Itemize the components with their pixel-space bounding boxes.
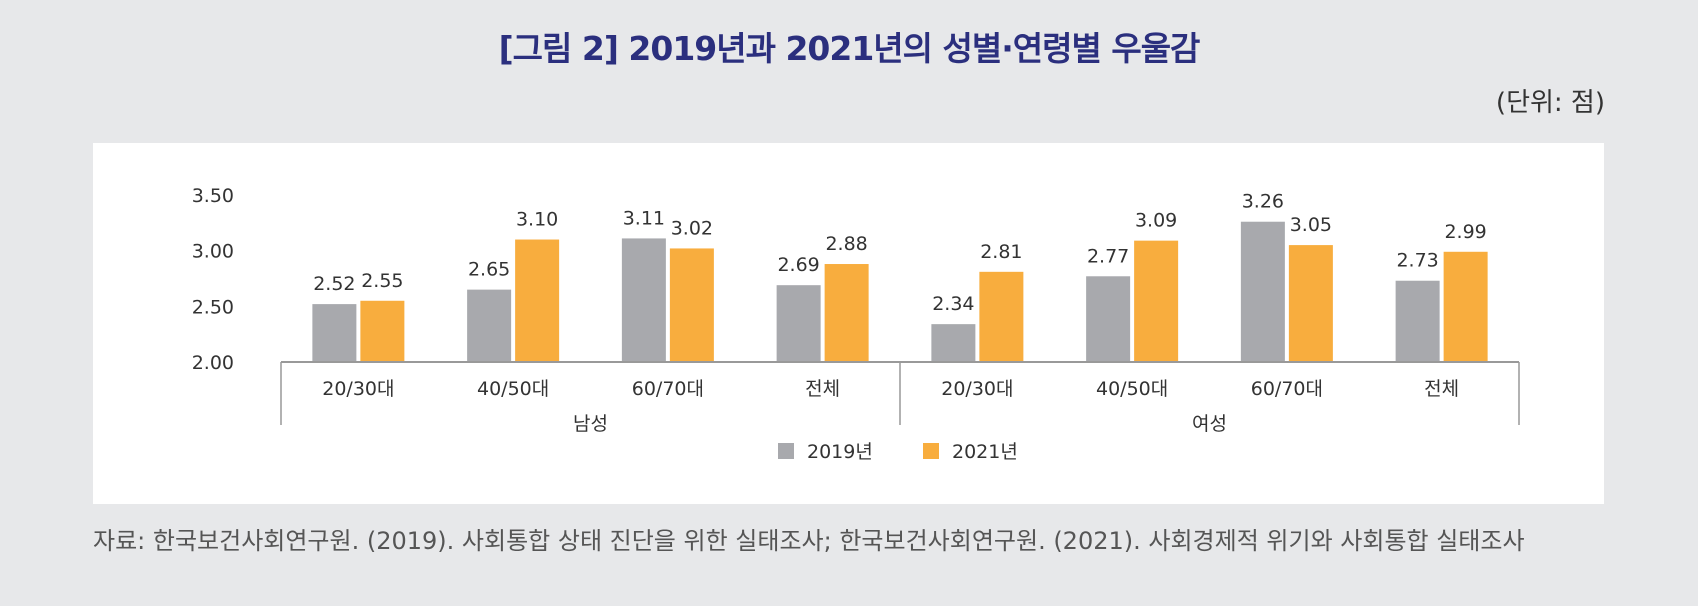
data-label: 2.77 xyxy=(1087,245,1129,267)
y-tick-label: 2.50 xyxy=(192,296,234,318)
bar-2019 xyxy=(1240,221,1285,362)
chart-panel: 3.50 3.00 2.50 2.00 2.52 2.55 20/30대 2.65 3.10 40… xyxy=(93,143,1604,504)
bar-2021 xyxy=(824,264,869,362)
bar-2021 xyxy=(515,239,560,362)
x-tick-label: 40/50대 xyxy=(477,378,549,400)
data-label: 2.81 xyxy=(980,241,1022,263)
x-tick-label: 40/50대 xyxy=(1096,378,1168,400)
bar-2019 xyxy=(467,289,512,362)
x-tick-label: 전체 xyxy=(805,378,840,400)
legend-swatch-2021 xyxy=(923,443,939,459)
group-label: 여성 xyxy=(1192,413,1227,435)
data-label: 2.88 xyxy=(825,233,867,255)
bar-2021 xyxy=(669,248,714,362)
x-tick-label: 60/70대 xyxy=(1251,378,1323,400)
data-label: 2.52 xyxy=(313,273,355,295)
data-label: 3.02 xyxy=(671,217,713,239)
data-label: 2.34 xyxy=(932,293,974,315)
data-label: 3.11 xyxy=(623,207,665,229)
bar-2021 xyxy=(1288,245,1333,362)
x-tick-label: 20/30대 xyxy=(322,378,394,400)
chart-title: [그림 2] 2019년과 2021년의 성별·연령별 우울감 xyxy=(498,29,1201,68)
legend-label: 2019년 xyxy=(807,441,873,463)
data-label: 2.55 xyxy=(361,270,403,292)
bar-2019 xyxy=(621,238,666,362)
bar-2019 xyxy=(776,285,821,362)
bar-2019 xyxy=(312,304,357,362)
bar-chart: 3.50 3.00 2.50 2.00 2.52 2.55 20/30대 2.65 3.10 40… xyxy=(192,185,1520,463)
bar-2021 xyxy=(360,300,405,362)
data-label: 3.10 xyxy=(516,209,558,231)
bar-2021 xyxy=(979,271,1024,362)
data-label: 2.69 xyxy=(777,254,819,276)
group-label: 남성 xyxy=(573,413,608,435)
source-note: 자료: 한국보건사회연구원. (2019). 사회통합 상태 진단을 위한 실태… xyxy=(93,527,1525,555)
data-label: 2.99 xyxy=(1444,221,1486,243)
data-label: 3.09 xyxy=(1135,210,1177,232)
y-tick-label: 3.50 xyxy=(192,185,234,207)
data-label: 2.65 xyxy=(468,259,510,281)
bar-2019 xyxy=(1086,276,1131,362)
data-label: 3.26 xyxy=(1242,191,1284,213)
y-tick-label: 3.00 xyxy=(192,241,234,263)
bar-2019 xyxy=(931,324,976,362)
bar-2021 xyxy=(1134,240,1179,362)
y-tick-label: 2.00 xyxy=(192,352,234,374)
data-label: 3.05 xyxy=(1290,214,1332,236)
x-tick-label: 60/70대 xyxy=(632,378,704,400)
legend-label: 2021년 xyxy=(952,441,1018,463)
x-tick-label: 20/30대 xyxy=(941,378,1013,400)
bar-2019 xyxy=(1395,280,1440,362)
legend-swatch-2019 xyxy=(778,443,794,459)
bar-2021 xyxy=(1443,251,1488,362)
data-label: 2.73 xyxy=(1396,250,1438,272)
unit-label: (단위: 점) xyxy=(1495,88,1605,118)
x-tick-label: 전체 xyxy=(1424,378,1459,400)
